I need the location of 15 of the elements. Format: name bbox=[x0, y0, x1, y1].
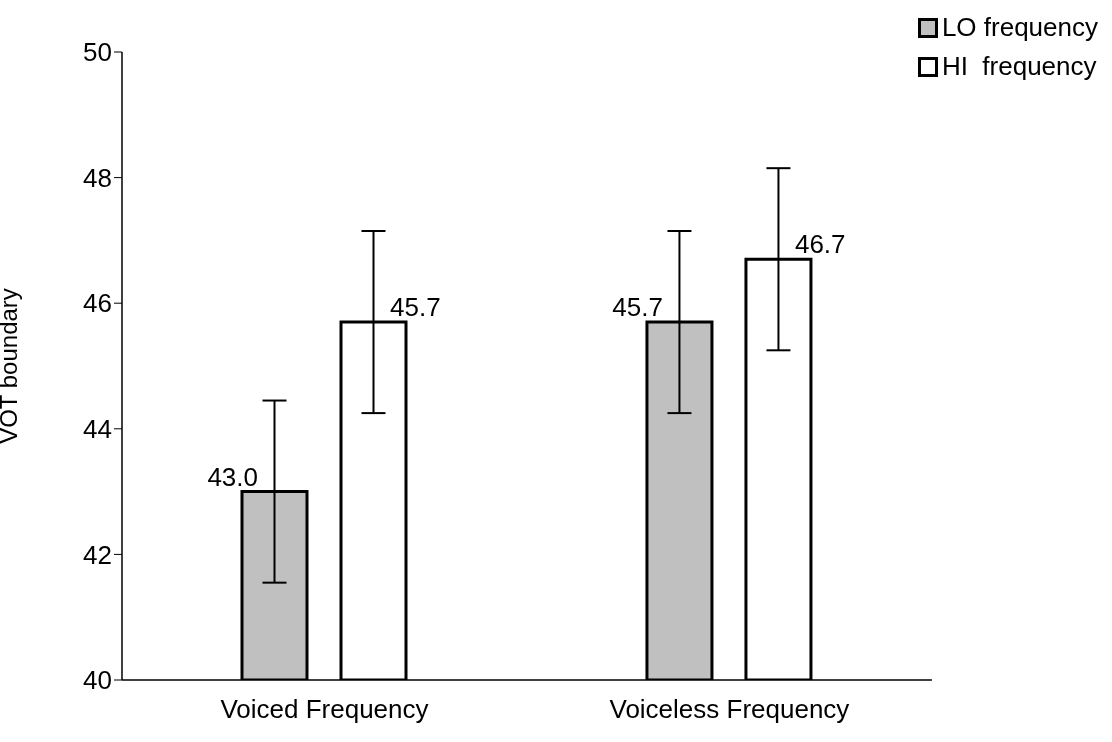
legend-label: LO frequency bbox=[941, 12, 1098, 43]
y-tick-label: 46 bbox=[83, 288, 112, 319]
y-tick-label: 50 bbox=[83, 37, 112, 68]
y-tick-label: 42 bbox=[83, 539, 112, 570]
y-tick-label: 44 bbox=[83, 414, 112, 445]
x-tick-label: Voiced Frequency bbox=[220, 694, 429, 725]
y-axis-title: VOT boundary bbox=[0, 288, 22, 444]
data-label: 45.7 bbox=[390, 292, 441, 323]
y-tick-label: 40 bbox=[83, 665, 112, 696]
x-tick-label: Voiceless Frequency bbox=[609, 694, 850, 725]
data-label: 46.7 bbox=[794, 229, 846, 260]
data-label: 45.7 bbox=[612, 292, 663, 323]
legend-label: HI frequency bbox=[941, 51, 1097, 82]
y-tick-label: 48 bbox=[83, 162, 112, 193]
data-label: 43.0 bbox=[207, 461, 258, 492]
